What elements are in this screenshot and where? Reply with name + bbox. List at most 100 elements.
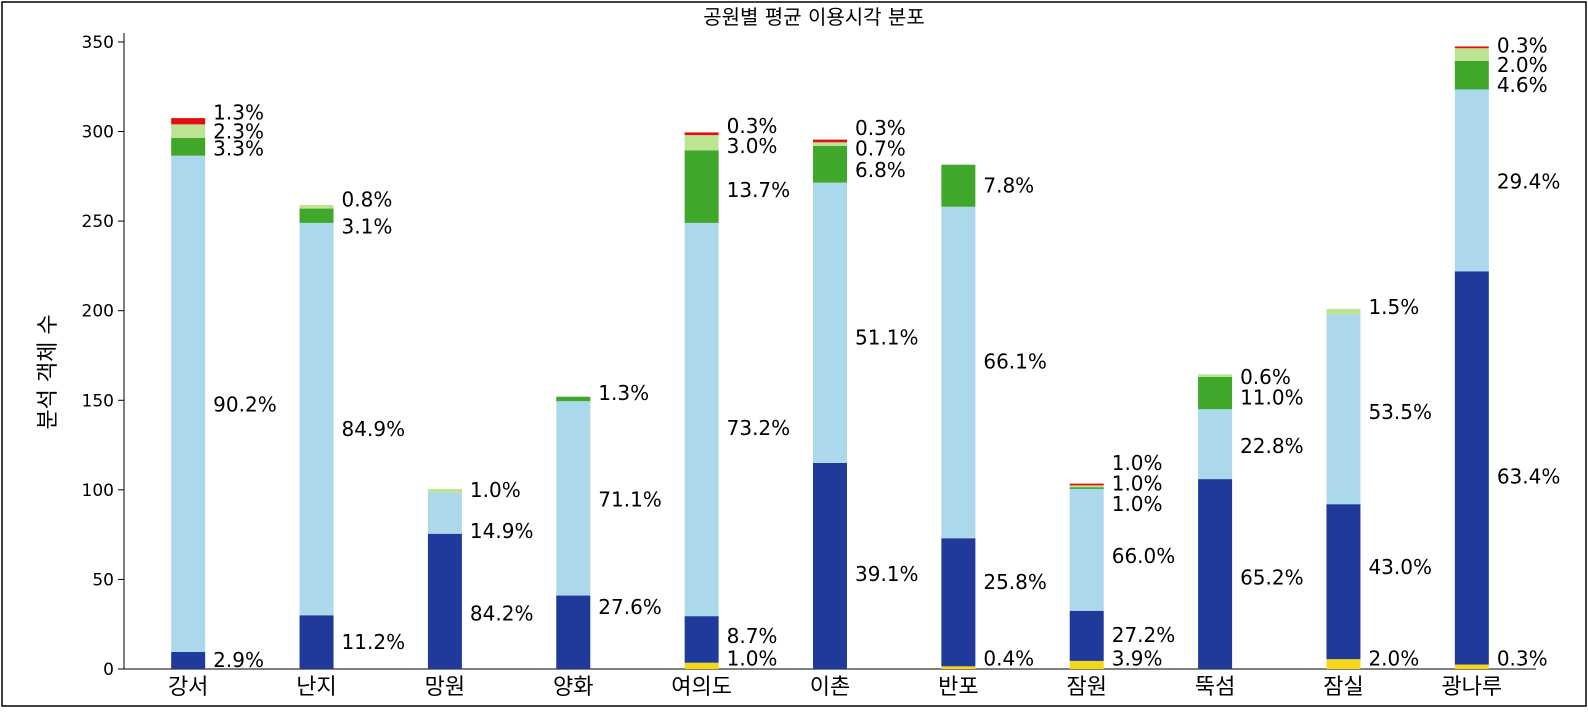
data-label: 66.1% — [983, 350, 1047, 374]
bar-segment — [1454, 89, 1489, 272]
bar-segment — [299, 615, 334, 669]
data-label: 22.8% — [1240, 434, 1304, 458]
bar-segment — [813, 145, 847, 183]
data-label: 1.3% — [598, 381, 649, 405]
bar-segment — [1454, 46, 1489, 49]
bar-segment — [813, 139, 847, 143]
y-tick-label: 300 — [82, 123, 114, 143]
chart-border — [1, 1, 1587, 707]
x-category-label: 여의도 — [671, 675, 732, 700]
data-label: 27.6% — [598, 595, 662, 619]
bar-segment — [813, 182, 847, 463]
x-category-label: 뚝섬 — [1195, 675, 1235, 700]
data-label: 2.9% — [213, 648, 264, 672]
bar-segment — [427, 533, 462, 669]
bar-segment — [684, 135, 719, 151]
x-category-label: 망원 — [425, 675, 465, 700]
y-tick-label: 50 — [92, 570, 114, 590]
bar-segment — [1198, 374, 1233, 377]
data-label: 1.5% — [1368, 295, 1419, 319]
data-label: 2.3% — [213, 120, 264, 144]
bar-segment — [684, 222, 719, 617]
x-category-label: 난지 — [296, 675, 336, 700]
bar-segment — [171, 137, 206, 156]
data-label: 0.3% — [727, 114, 778, 138]
data-label: 1.0% — [1112, 492, 1163, 516]
bar-segment — [171, 651, 206, 669]
bar-segment — [556, 396, 591, 402]
data-label: 43.0% — [1368, 555, 1432, 579]
bar-segment — [1454, 664, 1489, 669]
data-label: 1.0% — [1112, 472, 1163, 496]
x-category-label: 광나루 — [1441, 675, 1502, 700]
bar-segment — [941, 164, 976, 207]
data-label: 84.2% — [470, 601, 534, 625]
bar-segment — [684, 150, 719, 223]
bar-segment — [1198, 479, 1233, 669]
x-category-label: 잠원 — [1066, 675, 1106, 700]
data-label: 66.0% — [1112, 544, 1176, 568]
bar-segment — [1069, 488, 1104, 611]
data-label: 53.5% — [1368, 400, 1432, 424]
bar-segment — [813, 462, 847, 669]
bar-segment — [1454, 48, 1489, 61]
y-tick-label: 0 — [103, 660, 114, 680]
data-label: 0.3% — [855, 116, 906, 140]
data-label: 73.2% — [727, 416, 791, 440]
bar-segment — [1454, 271, 1489, 665]
bar-segment — [427, 488, 462, 493]
bar-segment — [556, 595, 591, 669]
y-tick-label: 100 — [82, 481, 114, 501]
data-label: 3.9% — [1112, 646, 1163, 670]
bar-segment — [813, 142, 847, 146]
bar-segment — [941, 538, 976, 667]
bar-segment — [684, 616, 719, 663]
bar-segment — [427, 492, 462, 534]
x-category-label: 양화 — [553, 675, 593, 700]
data-label: 51.1% — [855, 326, 919, 350]
bar-segment — [299, 204, 334, 209]
data-label: 90.2% — [213, 393, 277, 417]
data-label: 3.1% — [342, 214, 393, 238]
data-label: 0.8% — [342, 188, 393, 212]
data-label: 0.3% — [1497, 34, 1548, 58]
data-label: 27.2% — [1112, 623, 1176, 647]
bar-segment — [171, 118, 206, 125]
bar-segment — [1326, 659, 1361, 669]
data-label: 8.7% — [727, 624, 778, 648]
data-label: 1.0% — [727, 646, 778, 670]
plot-area: 0 50 100 150 200 250 300 350 강서2.9% 90.2% 3.3%2.3%… — [82, 33, 1561, 700]
data-label: 14.9% — [470, 519, 534, 543]
data-label: 65.2% — [1240, 566, 1304, 590]
data-label: 63.4% — [1497, 464, 1561, 488]
data-label: 0.3% — [1497, 646, 1548, 670]
data-label: 2.0% — [1497, 53, 1548, 77]
data-label: 84.9% — [342, 417, 406, 441]
data-label: 3.3% — [213, 137, 264, 161]
data-label: 11.0% — [1240, 386, 1304, 410]
y-axis-title: 분석 객체 수 — [36, 314, 61, 429]
chart-title: 공원별 평균 이용시각 분포 — [703, 5, 924, 29]
data-label: 1.0% — [1112, 451, 1163, 475]
y-tick-label: 150 — [82, 391, 114, 411]
bar-segment — [1069, 483, 1104, 486]
bar-segment — [1326, 314, 1361, 505]
bar-segment — [556, 401, 591, 596]
bar-segment — [684, 662, 719, 669]
x-category-label: 잠실 — [1323, 675, 1363, 700]
x-category-label: 반포 — [938, 675, 978, 700]
bar-segment — [1069, 485, 1104, 488]
data-label: 4.6% — [1497, 73, 1548, 97]
data-label: 1.0% — [470, 478, 521, 502]
bar-segment — [1198, 409, 1233, 480]
data-label: 0.6% — [1240, 365, 1291, 389]
bar-segment — [1198, 376, 1233, 410]
bar-segment — [299, 222, 334, 616]
data-label: 39.1% — [855, 562, 919, 586]
data-label: 2.0% — [1368, 646, 1419, 670]
bar-segment — [1326, 308, 1361, 315]
data-label: 6.8% — [855, 158, 906, 182]
data-label: 0.4% — [983, 646, 1034, 670]
